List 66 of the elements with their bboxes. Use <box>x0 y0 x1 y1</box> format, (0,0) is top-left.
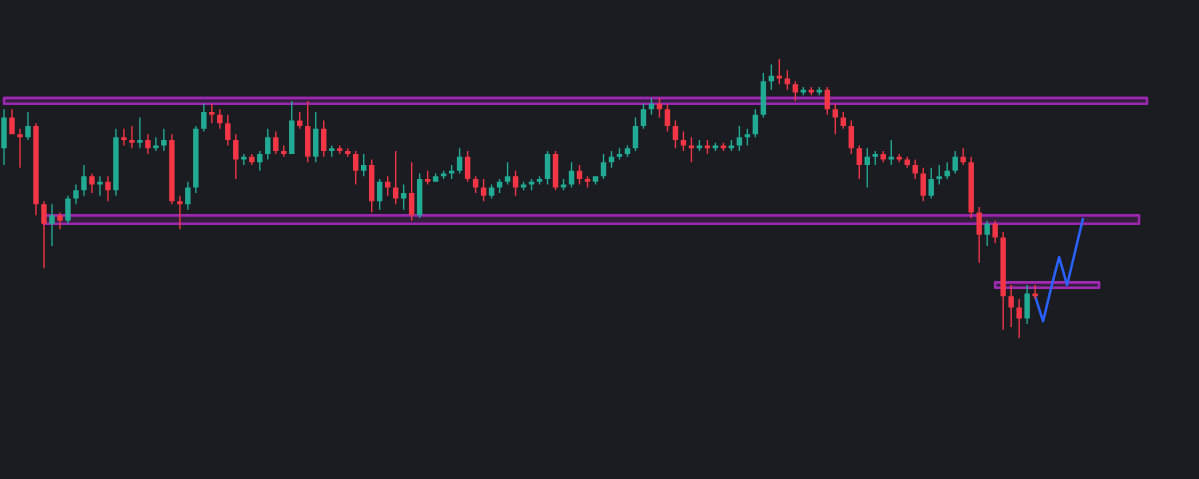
candlestick <box>17 128 23 168</box>
candlestick <box>145 134 151 154</box>
candlestick <box>233 134 239 180</box>
candlestick <box>25 112 31 140</box>
candlestick <box>209 103 215 124</box>
candlestick <box>1016 299 1022 339</box>
candlestick <box>161 128 167 152</box>
candlestick <box>1000 232 1006 330</box>
candlestick <box>480 179 487 202</box>
candlestick <box>177 195 183 230</box>
candlestick <box>225 114 231 146</box>
candlestick <box>736 125 743 152</box>
candlestick <box>664 103 671 132</box>
candlestick <box>552 151 559 191</box>
candlestick <box>185 181 191 210</box>
candlestick <box>536 176 543 185</box>
candlestick <box>904 156 910 168</box>
candlestick <box>344 148 351 157</box>
candlestick <box>992 220 998 244</box>
candlestick <box>41 201 47 269</box>
candlestick <box>792 81 799 101</box>
candlestick <box>976 206 982 263</box>
candlestick <box>640 103 647 129</box>
candlestick <box>624 145 631 157</box>
candlestick <box>249 153 255 166</box>
candlestick <box>121 128 127 146</box>
candlestick <box>368 159 375 213</box>
candlestick <box>169 134 175 205</box>
candlestick <box>1024 285 1030 325</box>
candlestick <box>193 125 199 193</box>
candlestick <box>33 123 39 216</box>
candlestick <box>544 151 551 185</box>
candlestick <box>760 72 767 118</box>
candlestick <box>105 176 111 202</box>
candlestick <box>289 100 295 154</box>
candlestick <box>968 156 974 219</box>
candlestick <box>273 131 279 154</box>
candlestick <box>113 128 119 196</box>
candlestick <box>73 184 79 205</box>
candlestick <box>984 220 990 246</box>
candlestick <box>920 167 926 202</box>
candlestick <box>1032 285 1038 300</box>
candlestick <box>928 167 934 199</box>
candlestick <box>952 151 958 174</box>
candlestick <box>153 137 159 152</box>
candlestick <box>57 212 63 230</box>
candlestick <box>1008 285 1014 327</box>
candlestick <box>488 184 495 199</box>
candlestick <box>89 173 95 193</box>
candlestick <box>65 195 71 224</box>
candlestick <box>201 103 207 132</box>
candlestick <box>432 173 439 182</box>
candlestick <box>97 176 103 196</box>
candlestick <box>592 176 599 185</box>
candlestick <box>137 117 143 149</box>
candlestick <box>129 125 135 149</box>
candlestick <box>81 165 87 196</box>
candlestick <box>9 109 15 135</box>
candlestick <box>936 165 942 185</box>
candlestick <box>217 109 223 129</box>
candlestick <box>257 151 263 171</box>
candlestick <box>416 173 423 219</box>
candlestick <box>49 204 55 246</box>
candlestick <box>960 148 966 166</box>
candlestick <box>944 162 950 180</box>
candlestick <box>1 109 7 166</box>
